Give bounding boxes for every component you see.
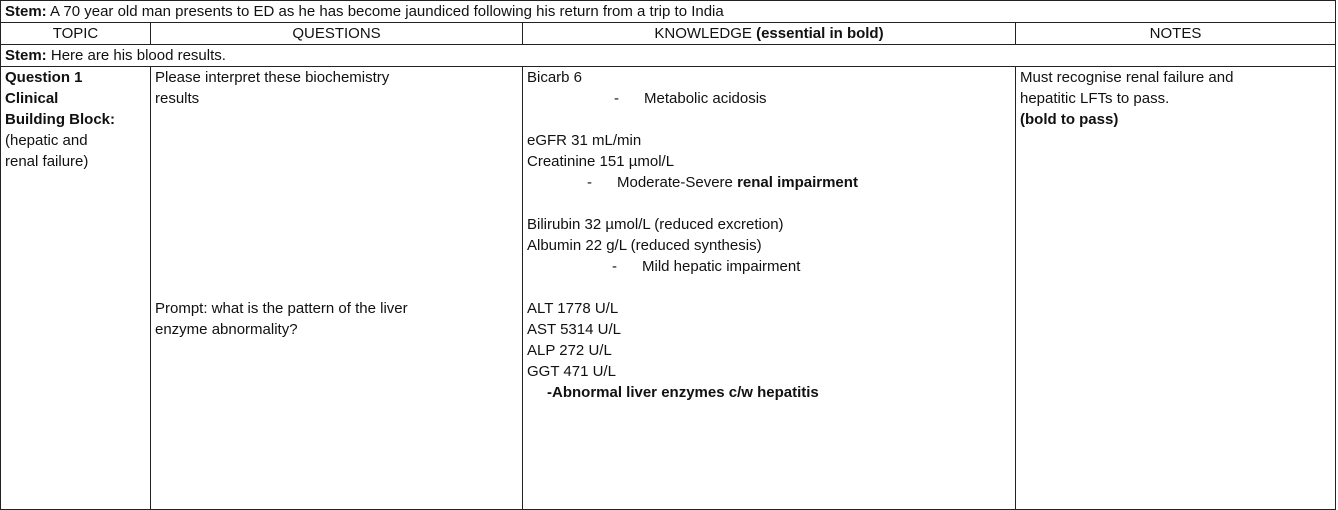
stem-text: A 70 year old man presents to ED as he h… <box>46 3 724 20</box>
stem-cell-2: Stem: Here are his blood results. <box>0 44 1337 67</box>
bicarb-line: Bicarb 6 <box>527 69 583 86</box>
header-knowledge: KNOWLEDGE (essential in bold) <box>522 22 1016 45</box>
stem-row-1: Stem: A 70 year old man presents to ED a… <box>0 0 1337 23</box>
notes-line: hepatitic LFTs to pass. <box>1020 90 1170 107</box>
alt-line: ALT 1778 U/L <box>527 300 619 317</box>
notes-cell: Must recognise renal failure and hepatit… <box>1014 66 1337 510</box>
stem-label: Stem: <box>5 47 47 64</box>
topic-title-line: Question 1 <box>5 69 83 86</box>
question-row: Question 1 Clinical Building Block: (hep… <box>0 66 1337 510</box>
stem-row-2: Stem: Here are his blood results. <box>0 44 1337 67</box>
renal-line: - Moderate-Severe renal impairment <box>527 172 1011 193</box>
notes-bold-line: (bold to pass) <box>1020 111 1119 128</box>
egfr-line: eGFR 31 mL/min <box>527 132 642 149</box>
topic-sub-line: (hepatic and <box>5 132 88 149</box>
knowledge-cell: Bicarb 6 - Metabolic acidosis eGFR 31 mL/… <box>522 66 1016 510</box>
header-knowledge-text: KNOWLEDGE <box>654 25 757 42</box>
topic-cell: Question 1 Clinical Building Block: (hep… <box>0 66 151 510</box>
alp-line: ALP 272 U/L <box>527 342 612 359</box>
ggt-line: GGT 471 U/L <box>527 363 616 380</box>
acidosis-text: Metabolic acidosis <box>644 90 767 107</box>
acidosis-line: - Metabolic acidosis <box>527 88 1011 109</box>
stem-label: Stem: <box>5 3 47 20</box>
topic-sub-line: renal failure) <box>5 153 89 170</box>
enzymes-line: -Abnormal liver enzymes c/w hepatitis <box>547 384 819 401</box>
topic-title-line: Building Block: <box>5 111 115 128</box>
questions-cell: Please interpret these biochemistry resu… <box>150 66 523 510</box>
question-line: Please interpret these biochemistry <box>155 69 390 86</box>
bilirubin-line: Bilirubin 32 µmol/L (reduced excretion) <box>527 216 784 233</box>
header-topic: TOPIC <box>0 22 151 45</box>
spacer <box>527 277 1011 298</box>
prompt-line: Prompt: what is the pattern of the liver <box>155 300 408 317</box>
renal-bold-text: renal impairment <box>737 174 858 191</box>
notes-line: Must recognise renal failure and <box>1020 69 1234 86</box>
header-notes: NOTES <box>1014 22 1337 45</box>
header-row: TOPIC QUESTIONS KNOWLEDGE (essential in … <box>0 22 1337 45</box>
header-knowledge-bold: (essential in bold) <box>756 25 884 42</box>
bullet-dash: - <box>587 174 592 191</box>
question-line: results <box>155 90 200 107</box>
topic-title-line: Clinical <box>5 90 59 107</box>
ast-line: AST 5314 U/L <box>527 321 621 338</box>
prompt-line: enzyme abnormality? <box>155 321 298 338</box>
hepatic-line: - Mild hepatic impairment <box>527 256 1011 277</box>
albumin-line: Albumin 22 g/L (reduced synthesis) <box>527 237 762 254</box>
bullet-dash: - <box>612 258 617 275</box>
hepatic-text: Mild hepatic impairment <box>642 258 801 275</box>
spacer <box>155 109 518 298</box>
stem-text: Here are his blood results. <box>46 47 226 64</box>
renal-text: Moderate-Severe <box>617 174 738 191</box>
stem-cell-1: Stem: A 70 year old man presents to ED a… <box>0 0 1337 23</box>
creatinine-line: Creatinine 151 µmol/L <box>527 153 675 170</box>
header-questions: QUESTIONS <box>150 22 523 45</box>
spacer <box>527 109 1011 130</box>
spacer <box>527 193 1011 214</box>
bullet-dash: - <box>614 90 619 107</box>
